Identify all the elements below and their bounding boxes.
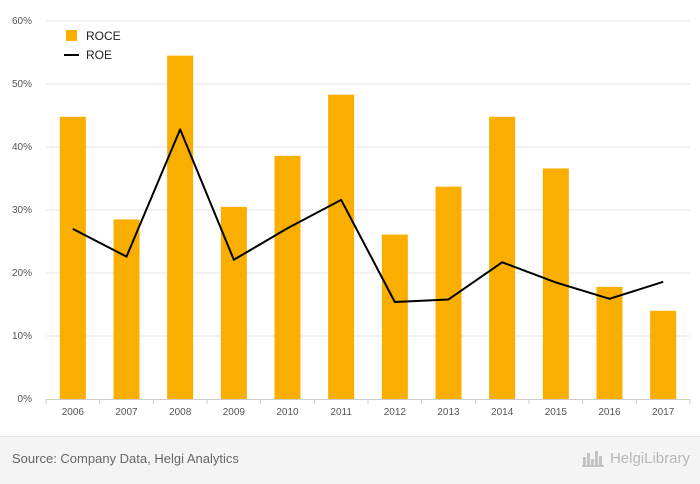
- brand-label: HelgiLibrary: [609, 449, 690, 467]
- x-tick-label: 2016: [598, 407, 621, 418]
- y-tick-label: 40%: [12, 142, 32, 153]
- chart: 0% 10% 20% 30% 40% 50% 60% 2006 2007 2008 2009 201…: [12, 16, 691, 418]
- x-tick-label: 2017: [652, 407, 675, 418]
- roce-bars: [59, 55, 677, 400]
- roce-bar: [113, 219, 140, 399]
- y-tick-label: 60%: [12, 16, 32, 27]
- city-skyline-icon: [581, 451, 604, 467]
- roce-bar: [650, 310, 677, 399]
- gridlines: [46, 20, 690, 337]
- legend: ROCE ROE: [64, 29, 121, 62]
- y-axis: 0% 10% 20% 30% 40% 50% 60%: [12, 16, 32, 405]
- roce-bar: [489, 116, 516, 399]
- legend-label-roe: ROE: [86, 48, 112, 62]
- roe-line: [72, 128, 664, 303]
- roce-bar: [167, 55, 194, 400]
- roe-series-line: [72, 128, 664, 303]
- y-tick-label: 20%: [12, 268, 32, 279]
- y-tick-label: 10%: [12, 331, 32, 342]
- legend-swatch-roce: [66, 30, 77, 41]
- roce-bar: [59, 116, 86, 399]
- x-axis: 2006 2007 2008 2009 2010 2011 2012 2013 2014 2015…: [45, 399, 691, 418]
- x-tick-label: 2010: [276, 407, 299, 418]
- x-tick-label: 2008: [169, 407, 192, 418]
- y-tick-label: 0%: [18, 394, 33, 405]
- roce-bar: [328, 94, 355, 400]
- x-tick-label: 2012: [384, 407, 407, 418]
- source-note: Source: Company Data, Helgi Analytics: [12, 451, 239, 466]
- x-tick-label: 2013: [437, 407, 460, 418]
- roce-bar: [596, 286, 623, 399]
- y-tick-label: 50%: [12, 79, 32, 90]
- legend-label-roce: ROCE: [86, 29, 121, 43]
- x-tick-label: 2015: [545, 407, 568, 418]
- x-tick-label: 2011: [330, 407, 352, 418]
- x-tick-label: 2007: [115, 407, 138, 418]
- x-tick-label: 2014: [491, 407, 514, 418]
- y-tick-label: 30%: [12, 205, 32, 216]
- brand: HelgiLibrary: [581, 449, 690, 467]
- roce-bar: [542, 168, 569, 399]
- x-tick-label: 2009: [223, 407, 246, 418]
- roce-bar: [274, 155, 301, 399]
- footer: Source: Company Data, Helgi Analytics He…: [0, 436, 700, 484]
- x-tick-label: 2006: [62, 407, 85, 418]
- roce-bar: [381, 234, 408, 399]
